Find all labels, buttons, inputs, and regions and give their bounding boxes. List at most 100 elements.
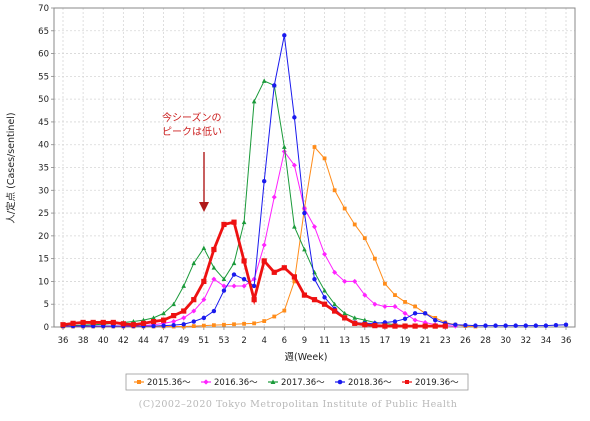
data-point	[523, 323, 528, 328]
copyright-text: (C)2002–2020 Tokyo Metropolitan Institut…	[139, 399, 458, 410]
y-tick-label: 45	[38, 118, 49, 128]
data-point	[322, 295, 327, 300]
data-point	[337, 379, 343, 385]
x-tick-label: 9	[302, 336, 307, 346]
y-tick-label: 5	[44, 300, 49, 310]
data-point	[473, 323, 478, 328]
data-point	[342, 315, 348, 321]
data-point	[392, 303, 398, 309]
data-point	[221, 288, 227, 293]
y-tick-label: 35	[38, 164, 49, 174]
data-point	[513, 323, 518, 328]
x-tick-label: 32	[520, 336, 531, 346]
data-point	[382, 303, 388, 309]
data-point	[120, 321, 126, 327]
data-point	[372, 256, 377, 261]
data-point	[241, 283, 247, 289]
data-point	[412, 317, 418, 323]
y-tick-label: 0	[44, 323, 49, 333]
x-axis-ticks: 36 38 40 42 44 47 49 51 53 2 4 6 9 11 13 15 17 19 21 23 26 28…	[58, 327, 572, 346]
series-2019.36～	[60, 219, 448, 329]
data-point	[352, 278, 358, 284]
data-point	[342, 310, 347, 316]
data-point	[110, 319, 116, 326]
data-point	[392, 319, 398, 324]
data-point	[362, 236, 367, 241]
data-point	[291, 162, 297, 168]
data-point	[292, 279, 297, 284]
data-point	[272, 83, 277, 88]
series-line	[62, 80, 416, 327]
y-axis-ticks: 0 5 10 15 20 25 30 35 40 45 50 55 60 65 70	[38, 4, 54, 333]
series-2017.36～	[60, 78, 418, 328]
data-point	[150, 318, 157, 325]
data-point	[211, 276, 217, 282]
data-point	[312, 145, 317, 149]
data-point	[321, 301, 328, 307]
data-point	[201, 245, 207, 251]
data-point	[422, 311, 428, 316]
y-axis-title: 人/定点 (Cases/sentinel)	[5, 112, 17, 223]
data-point	[221, 283, 227, 289]
data-point	[382, 323, 388, 329]
y-tick-label: 65	[38, 27, 49, 37]
data-point	[442, 323, 448, 329]
legend-box	[125, 373, 469, 391]
series-line	[63, 150, 456, 327]
data-point	[231, 219, 237, 225]
data-point	[413, 304, 417, 309]
data-point	[322, 156, 327, 161]
data-point	[402, 310, 408, 316]
data-point	[352, 320, 358, 326]
data-point	[130, 322, 137, 328]
data-point	[362, 292, 368, 298]
data-point	[261, 258, 267, 264]
y-tick-label: 30	[38, 186, 49, 196]
data-point	[222, 322, 226, 327]
data-point	[433, 315, 438, 320]
data-point	[212, 323, 216, 328]
data-point	[312, 276, 317, 282]
y-tick-label: 40	[38, 141, 49, 151]
data-point	[251, 297, 257, 303]
data-point	[362, 317, 368, 323]
data-point	[553, 322, 559, 328]
data-point	[422, 323, 428, 329]
annotation-line-2: ピークは低い	[162, 125, 222, 138]
legend-item: 2016.36～	[201, 378, 258, 388]
data-point	[282, 33, 287, 38]
data-point	[241, 276, 247, 282]
data-point	[241, 258, 247, 264]
x-tick-label: 4	[261, 336, 266, 346]
data-point	[252, 321, 257, 326]
data-point	[503, 323, 508, 328]
data-point	[272, 314, 277, 319]
x-tick-label: 11	[319, 336, 330, 346]
x-tick-label: 51	[198, 336, 209, 346]
data-point	[100, 319, 106, 326]
data-point	[232, 322, 236, 327]
data-point	[332, 269, 338, 275]
data-point	[402, 323, 408, 329]
data-point	[322, 288, 327, 293]
data-point	[171, 322, 176, 328]
data-point	[171, 313, 177, 319]
x-tick-label: 44	[138, 336, 149, 346]
legend-label: 2018.36～	[348, 378, 392, 388]
data-point	[137, 380, 141, 384]
data-point	[262, 178, 267, 184]
series-line	[62, 220, 446, 328]
data-point	[211, 246, 217, 253]
data-point	[543, 323, 549, 328]
y-tick-label: 55	[38, 72, 49, 82]
data-point	[332, 188, 337, 193]
data-point	[181, 308, 187, 314]
legend: 2015.36～ 2016.36～ 2017.36～ 2018.36～ 2019.36～	[134, 378, 459, 388]
data-point	[201, 297, 207, 303]
data-point	[161, 317, 167, 323]
data-point	[453, 322, 458, 327]
data-point	[191, 260, 197, 266]
x-tick-label: 36	[561, 336, 572, 346]
data-point	[282, 308, 287, 313]
annotation: 今シーズンの ピークは低い	[162, 111, 222, 212]
